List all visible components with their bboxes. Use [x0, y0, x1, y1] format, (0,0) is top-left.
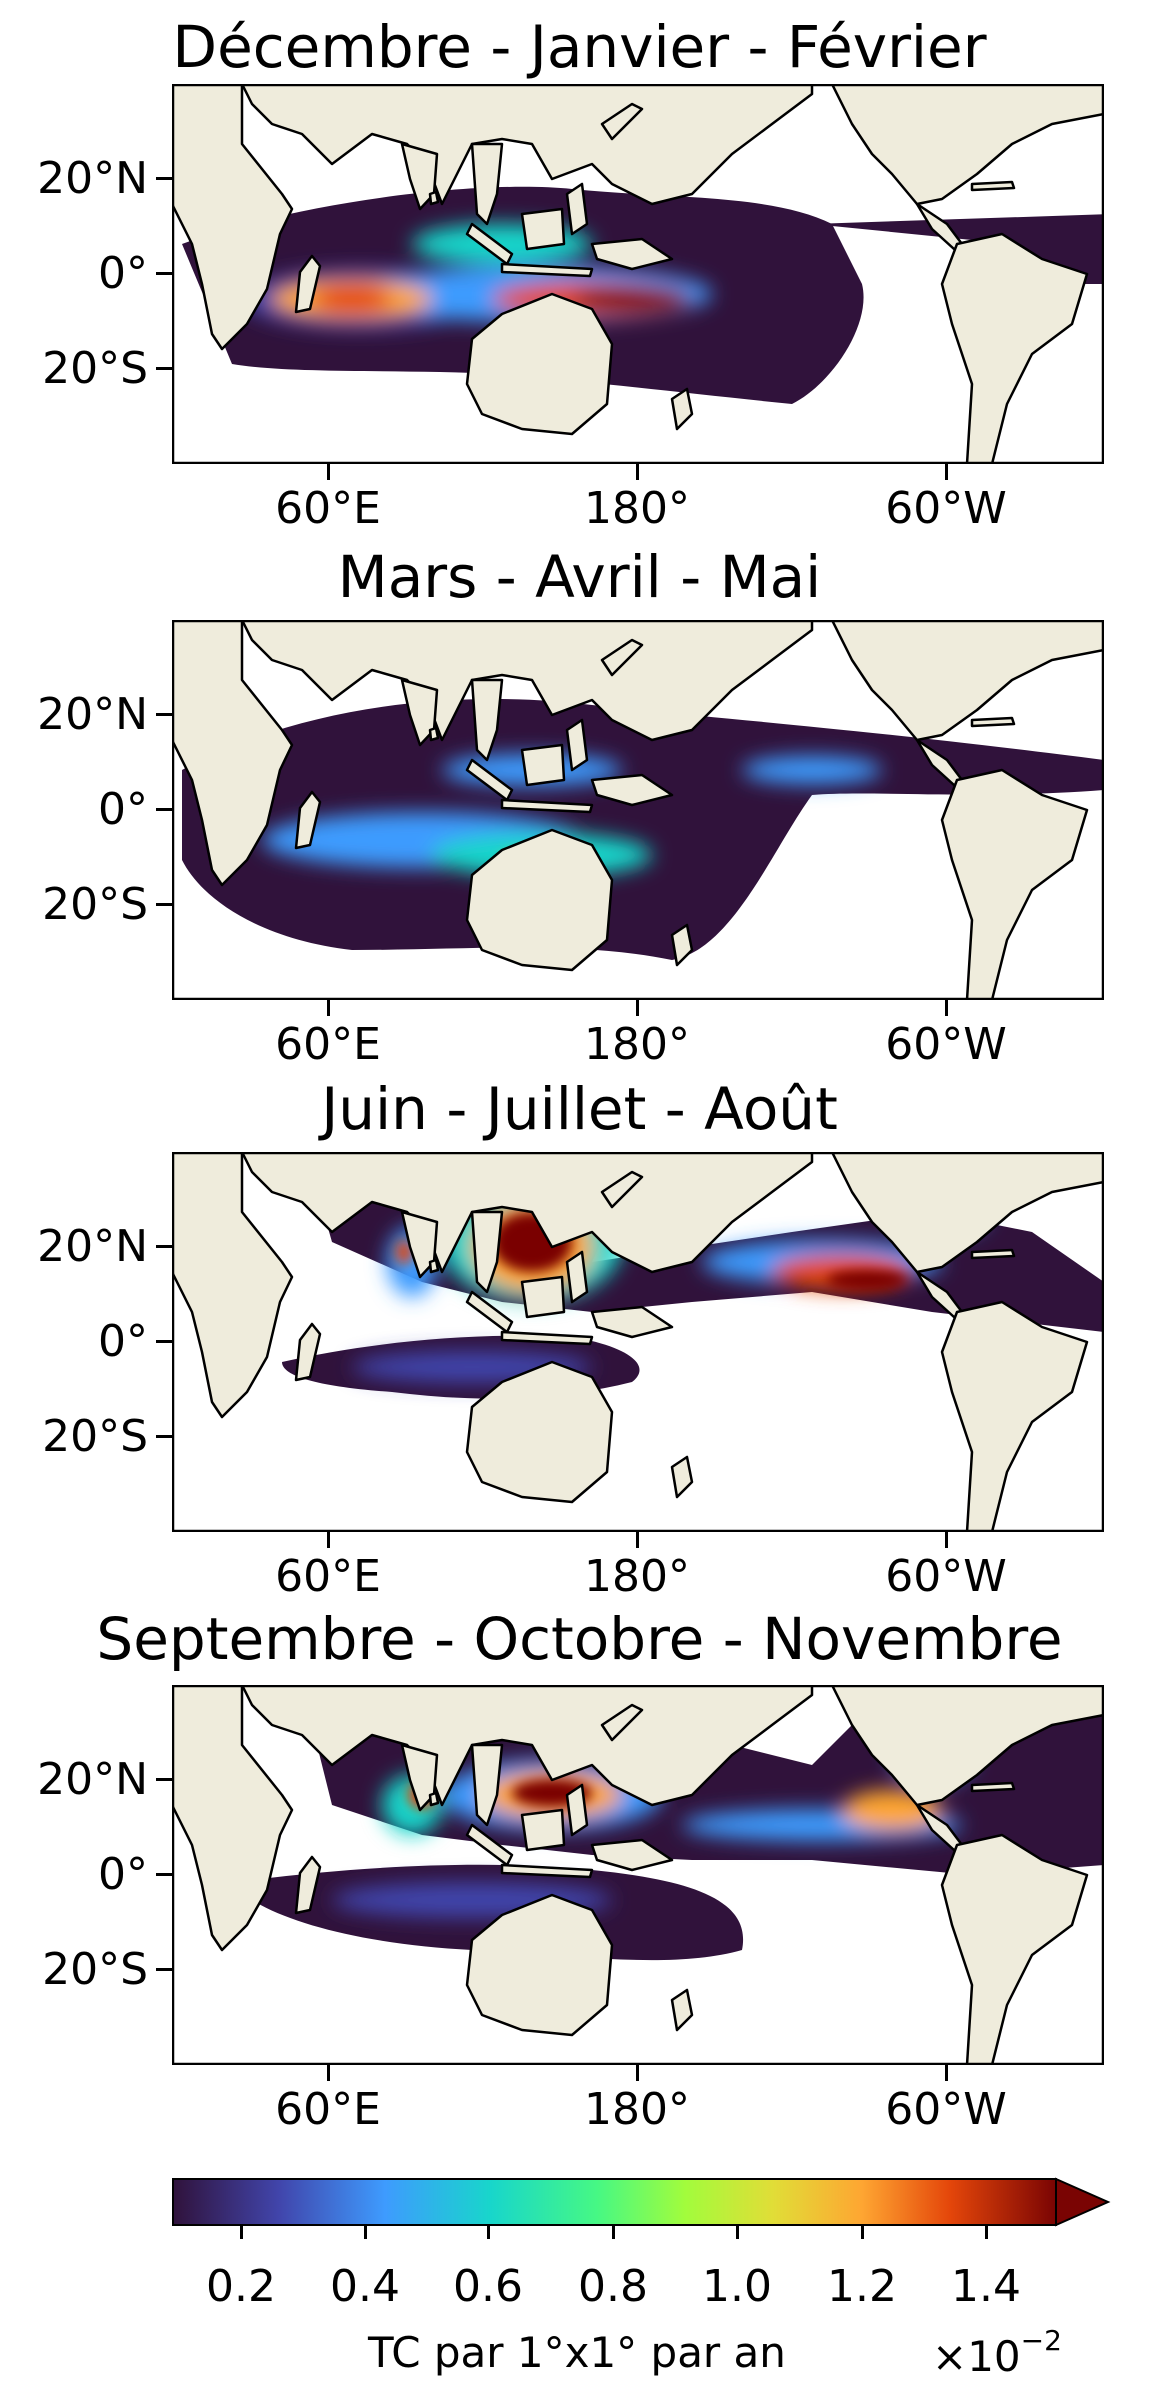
panel-title-mam: Mars - Avril - Mai: [337, 543, 822, 611]
map-panel-jja: [172, 1152, 1104, 1532]
colorbar-tick-label: 0.4: [330, 2261, 400, 2312]
colorbar-tick-label: 0.6: [453, 2261, 523, 2312]
xtick-label: 60°W: [885, 1019, 1007, 1070]
ytick-label: 0°: [98, 784, 148, 835]
xtick-label: 60°W: [885, 483, 1007, 534]
xtick-label: 180°: [584, 2084, 690, 2135]
ytick-label: 20°S: [42, 343, 148, 394]
xtick-label: 180°: [584, 483, 690, 534]
map-panel-son: [172, 1685, 1104, 2065]
ytick-label: 0°: [98, 1849, 148, 1900]
colorbar-extend-arrow: [1055, 2177, 1111, 2227]
ytick-label: 20°N: [37, 153, 148, 204]
colorbar-tick-label: 1.0: [702, 2261, 772, 2312]
xtick-label: 60°E: [275, 483, 381, 534]
colorbar: [172, 2177, 1111, 2227]
panel-title-djf: Décembre - Janvier - Février: [172, 13, 987, 81]
map-panel-mam: [172, 620, 1104, 1000]
ytick-label: 20°S: [42, 879, 148, 930]
ytick-label: 20°S: [42, 1411, 148, 1462]
ytick-label: 20°S: [42, 1944, 148, 1995]
xtick-label: 60°W: [885, 1551, 1007, 1602]
xtick-label: 60°E: [275, 1551, 381, 1602]
ytick-label: 20°N: [37, 1754, 148, 1805]
xtick-label: 60°W: [885, 2084, 1007, 2135]
xtick-label: 180°: [584, 1551, 690, 1602]
panel-title-son: Septembre - Octobre - Novembre: [96, 1605, 1063, 1673]
ytick-label: 20°N: [37, 1221, 148, 1272]
xtick-label: 180°: [584, 1019, 690, 1070]
map-panel-djf: [172, 84, 1104, 464]
colorbar-tick-label: 0.2: [206, 2261, 276, 2312]
colorbar-label: TC par 1°x1° par an: [368, 2328, 786, 2377]
ytick-label: 0°: [98, 248, 148, 299]
ytick-label: 20°N: [37, 689, 148, 740]
colorbar-tick-label: 1.4: [951, 2261, 1021, 2312]
ytick-label: 0°: [98, 1316, 148, 1367]
colorbar-multiplier: ×10−2: [932, 2324, 1062, 2381]
xtick-label: 60°E: [275, 2084, 381, 2135]
colorbar-tick-label: 1.2: [827, 2261, 897, 2312]
panel-title-jja: Juin - Juillet - Août: [321, 1075, 838, 1143]
colorbar-tick-label: 0.8: [578, 2261, 648, 2312]
xtick-label: 60°E: [275, 1019, 381, 1070]
